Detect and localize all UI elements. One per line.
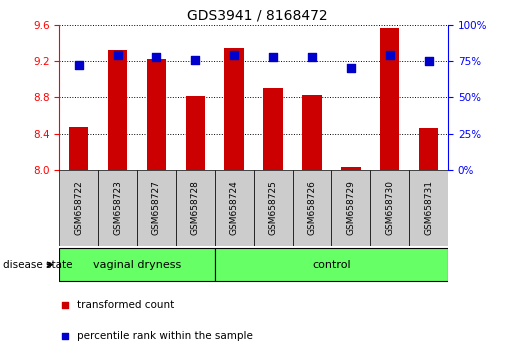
Bar <box>419 128 438 170</box>
Text: GSM658730: GSM658730 <box>385 181 394 235</box>
Bar <box>176 170 215 246</box>
Bar <box>98 170 137 246</box>
Bar <box>253 170 293 246</box>
Text: disease state: disease state <box>3 259 72 270</box>
Text: GSM658727: GSM658727 <box>152 181 161 235</box>
Text: control: control <box>312 259 351 270</box>
Text: vaginal dryness: vaginal dryness <box>93 259 181 270</box>
Bar <box>263 88 283 170</box>
Point <box>347 65 355 71</box>
Bar <box>409 170 448 246</box>
Bar <box>137 170 176 246</box>
Bar <box>293 170 332 246</box>
Bar <box>370 170 409 246</box>
Text: GSM658724: GSM658724 <box>230 181 238 235</box>
Point <box>61 302 69 307</box>
Point <box>61 333 69 339</box>
Bar <box>225 48 244 170</box>
Point <box>191 57 199 63</box>
Bar <box>185 96 205 170</box>
Bar <box>341 167 360 170</box>
Bar <box>147 59 166 170</box>
Bar <box>332 170 370 246</box>
Bar <box>215 170 253 246</box>
Point <box>269 55 277 60</box>
Bar <box>215 248 448 281</box>
Bar <box>302 95 322 170</box>
Point <box>113 52 122 58</box>
Bar <box>59 170 98 246</box>
Text: transformed count: transformed count <box>77 299 174 310</box>
Text: GSM658722: GSM658722 <box>74 181 83 235</box>
Text: GSM658728: GSM658728 <box>191 181 200 235</box>
Bar <box>69 127 89 170</box>
Text: GSM658725: GSM658725 <box>269 181 278 235</box>
Bar <box>59 248 215 281</box>
Point <box>308 55 316 60</box>
Point <box>424 58 433 64</box>
Point <box>75 62 83 68</box>
Text: GSM658723: GSM658723 <box>113 181 122 235</box>
Point <box>230 52 238 58</box>
Text: percentile rank within the sample: percentile rank within the sample <box>77 331 252 342</box>
Text: GSM658729: GSM658729 <box>347 181 355 235</box>
Point <box>386 52 394 58</box>
Text: GDS3941 / 8168472: GDS3941 / 8168472 <box>187 9 328 23</box>
Point <box>152 54 161 59</box>
Text: GSM658731: GSM658731 <box>424 181 433 235</box>
Text: GSM658726: GSM658726 <box>307 181 316 235</box>
Bar <box>108 50 127 170</box>
Bar <box>380 28 400 170</box>
